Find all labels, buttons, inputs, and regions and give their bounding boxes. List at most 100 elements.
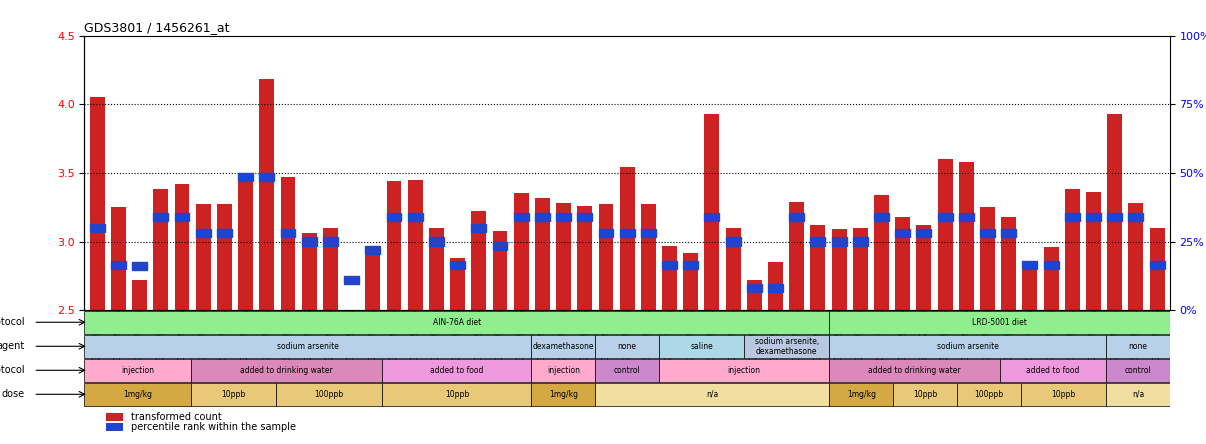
FancyBboxPatch shape	[382, 359, 532, 382]
Bar	[281, 229, 295, 238]
Bar	[1065, 190, 1079, 310]
Bar	[1087, 213, 1101, 221]
FancyBboxPatch shape	[1106, 359, 1170, 382]
Bar	[344, 310, 359, 349]
Bar	[450, 261, 466, 269]
Bar	[747, 280, 762, 310]
Bar	[535, 198, 550, 310]
Bar	[153, 213, 168, 221]
Bar	[195, 229, 211, 238]
Bar	[492, 242, 508, 250]
Bar	[832, 229, 847, 310]
Bar	[874, 195, 889, 310]
Text: LRD-5001 diet: LRD-5001 diet	[972, 318, 1028, 327]
Bar	[344, 276, 359, 284]
Text: added to food: added to food	[1026, 366, 1079, 375]
Text: 1mg/kg: 1mg/kg	[549, 390, 578, 399]
Bar	[895, 217, 911, 310]
FancyBboxPatch shape	[830, 311, 1170, 333]
Bar	[789, 202, 804, 310]
Bar	[684, 253, 698, 310]
FancyBboxPatch shape	[84, 383, 191, 406]
Bar	[789, 213, 804, 221]
Bar	[153, 190, 168, 310]
Bar	[726, 228, 740, 310]
Bar	[302, 234, 316, 310]
Text: saline: saline	[690, 342, 713, 351]
Bar	[556, 203, 570, 310]
Bar	[111, 261, 125, 269]
Text: protocol: protocol	[0, 365, 25, 375]
Text: none: none	[617, 342, 637, 351]
Bar	[874, 213, 889, 221]
FancyBboxPatch shape	[532, 335, 596, 358]
Bar	[620, 167, 634, 310]
FancyBboxPatch shape	[596, 359, 658, 382]
Bar	[684, 261, 698, 269]
Text: GDS3801 / 1456261_at: GDS3801 / 1456261_at	[84, 21, 230, 34]
Bar	[895, 229, 911, 238]
Text: transformed count: transformed count	[131, 412, 222, 422]
Text: growth protocol: growth protocol	[0, 317, 25, 327]
FancyBboxPatch shape	[1106, 383, 1170, 406]
Bar	[747, 284, 762, 293]
Text: dose: dose	[1, 389, 25, 399]
Bar	[810, 238, 825, 246]
Bar	[704, 114, 719, 310]
Text: none: none	[1129, 342, 1147, 351]
FancyBboxPatch shape	[658, 335, 744, 358]
Bar	[386, 181, 402, 310]
Text: 10ppb: 10ppb	[445, 390, 469, 399]
Bar	[726, 238, 740, 246]
Bar	[598, 205, 614, 310]
FancyBboxPatch shape	[532, 383, 596, 406]
Text: control: control	[614, 366, 640, 375]
Bar	[1023, 261, 1037, 269]
Bar	[959, 213, 973, 221]
FancyBboxPatch shape	[276, 383, 382, 406]
FancyBboxPatch shape	[894, 383, 958, 406]
Text: agent: agent	[0, 341, 25, 351]
Bar	[620, 229, 634, 238]
FancyBboxPatch shape	[191, 383, 276, 406]
FancyBboxPatch shape	[830, 335, 1106, 358]
Bar	[1043, 261, 1059, 269]
Bar	[640, 205, 656, 310]
Bar	[1043, 247, 1059, 310]
Bar	[980, 207, 995, 310]
Bar	[938, 213, 953, 221]
FancyBboxPatch shape	[191, 359, 382, 382]
Bar	[1129, 213, 1143, 221]
Bar	[578, 213, 592, 221]
Bar	[598, 229, 614, 238]
Bar	[106, 412, 123, 421]
Text: sodium arsenite: sodium arsenite	[277, 342, 339, 351]
FancyBboxPatch shape	[744, 335, 830, 358]
Bar	[133, 262, 147, 270]
Text: injection: injection	[121, 366, 154, 375]
Text: n/a: n/a	[1131, 390, 1144, 399]
Bar	[238, 173, 253, 310]
Bar	[1149, 261, 1165, 269]
FancyBboxPatch shape	[830, 383, 894, 406]
Bar	[853, 238, 868, 246]
Text: 100ppb: 100ppb	[974, 390, 1003, 399]
Bar	[302, 238, 316, 246]
Bar	[917, 229, 931, 238]
FancyBboxPatch shape	[532, 359, 596, 382]
Bar	[556, 213, 570, 221]
Text: n/a: n/a	[707, 390, 719, 399]
FancyBboxPatch shape	[1106, 335, 1170, 358]
Bar	[450, 258, 466, 310]
Bar	[259, 173, 274, 181]
Text: added to food: added to food	[431, 366, 484, 375]
Bar	[853, 228, 868, 310]
Bar	[429, 238, 444, 246]
Bar	[133, 280, 147, 310]
FancyBboxPatch shape	[596, 335, 658, 358]
Text: control: control	[1124, 366, 1152, 375]
Text: added to drinking water: added to drinking water	[868, 366, 961, 375]
FancyBboxPatch shape	[84, 359, 191, 382]
Bar	[175, 184, 189, 310]
Bar	[1107, 213, 1122, 221]
